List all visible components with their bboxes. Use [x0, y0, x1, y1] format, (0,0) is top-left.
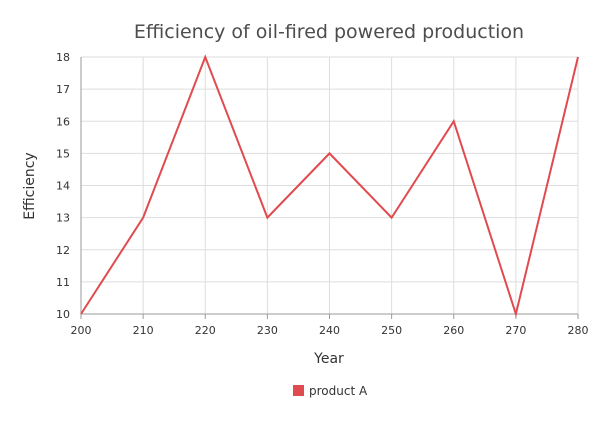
- y-tick-label: 15: [56, 147, 70, 160]
- y-tick-label: 10: [56, 308, 70, 321]
- x-tick-label: 270: [505, 324, 526, 337]
- x-tick-label: 260: [443, 324, 464, 337]
- y-axis-title: Efficiency: [22, 152, 38, 219]
- y-tick-label: 14: [56, 180, 70, 193]
- y-tick-label: 16: [56, 115, 70, 128]
- x-tick-label: 250: [381, 324, 402, 337]
- x-tick-label: 240: [319, 324, 340, 337]
- series-line-product-a: [80, 54, 579, 318]
- x-tick-label: 230: [257, 324, 278, 337]
- x-tick-label: 200: [71, 324, 92, 337]
- x-tick-label: 210: [133, 324, 154, 337]
- x-axis-title: Year: [313, 351, 344, 367]
- y-tick-label: 11: [56, 276, 70, 289]
- y-tick-label: 17: [56, 83, 70, 96]
- y-tick-label: 13: [56, 212, 70, 225]
- y-tick-label: 18: [56, 51, 70, 64]
- x-tick-label: 280: [568, 324, 589, 337]
- x-tick-labels: 200 210 220 230 240 250 260 270 280: [71, 324, 589, 337]
- legend-swatch-product-a: [293, 385, 304, 396]
- x-tick-label: 220: [195, 324, 216, 337]
- y-tick-label: 12: [56, 244, 70, 257]
- legend[interactable]: product A: [293, 384, 368, 398]
- y-tick-labels: 10 11 12 13 14 15 16 17 18: [56, 51, 70, 321]
- legend-label-product-a: product A: [309, 384, 368, 398]
- series-layer: [80, 54, 579, 318]
- axis-layer: [80, 57, 579, 319]
- chart-title: Efficiency of oil-fired powered producti…: [134, 21, 524, 43]
